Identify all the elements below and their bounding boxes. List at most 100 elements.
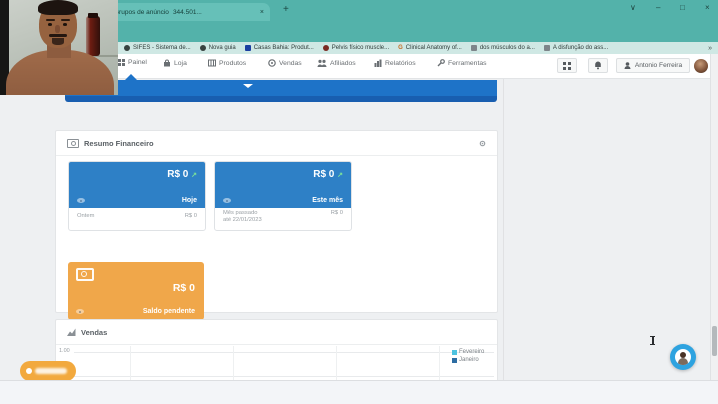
balance-value: R$ 0 [172, 282, 195, 294]
person-nose [55, 25, 60, 33]
gridline [74, 376, 494, 377]
bookmark-item[interactable]: Pelvis físico muscle... [322, 45, 390, 51]
bookmark-item[interactable]: SIFES - Sistema de... [124, 45, 191, 51]
balance-label: Saldo pendente [142, 308, 195, 315]
bookmark-item[interactable]: G Clinical Anatomy of... [398, 45, 462, 51]
nav-item-loja[interactable]: Loja [163, 59, 187, 67]
mouse-cursor [650, 336, 655, 345]
bottle [86, 16, 100, 56]
tab-count: 344.501... [172, 8, 202, 16]
legend-swatch-janeiro [452, 357, 457, 363]
stat-value: R$ 0 [167, 169, 189, 180]
chat-widget-button[interactable] [20, 361, 76, 381]
bookmark-label: Pelvis físico muscle... [331, 45, 390, 51]
financial-summary-header: Resumo Financeiro [56, 131, 497, 156]
maximize-button[interactable]: □ [680, 3, 685, 12]
gridline [74, 352, 494, 353]
nav-item-produtos[interactable]: Produtos [208, 59, 246, 67]
stat-footer-left: Ontem [77, 213, 95, 219]
tab-close-icon[interactable]: × [259, 8, 264, 16]
bookmarks-overflow-icon[interactable]: » [708, 44, 712, 52]
person-brow [61, 19, 70, 21]
bookmarks-bar: SIFES - Sistema de... Nova guia Casas Ba… [0, 42, 718, 54]
person-goatee [52, 38, 64, 45]
banknote-icon [76, 268, 94, 281]
bottle-cap [88, 13, 98, 18]
bookmark-item[interactable]: Nova guia [199, 45, 236, 51]
bookmark-label: Clinical Anatomy of... [405, 45, 462, 51]
new-tab-button[interactable]: + [283, 4, 289, 15]
sales-panel: Vendas 1.00 Fevereiro Janeiro [55, 319, 498, 384]
nav-label: Painel [128, 59, 147, 66]
stat-footer: Ontem R$ 0 [69, 208, 205, 228]
panel-title: Resumo Financeiro [84, 138, 154, 148]
stat-footer-left: Mês passado [223, 210, 258, 216]
site-nav: Painel Loja Produtos Vendas Afiliados Re… [0, 54, 718, 79]
sales-chart: 1.00 Fevereiro Janeiro [56, 344, 497, 384]
eye-icon[interactable] [76, 309, 84, 314]
bookmark-item[interactable]: Casas Bahia: Produt... [244, 45, 314, 51]
nav-label: Ferramentas [448, 59, 487, 67]
apps-grid-button[interactable] [557, 58, 577, 73]
panel-options-icon[interactable] [479, 140, 486, 147]
nav-item-vendas[interactable]: Vendas [268, 59, 302, 67]
nav-item-relatorios[interactable]: Relatórios [374, 59, 416, 67]
shop-bag-icon [164, 59, 170, 67]
gridline [233, 346, 234, 384]
wrench-icon [437, 59, 445, 67]
user-menu-button[interactable]: Antonio Ferreira [616, 58, 690, 73]
bell-icon [595, 61, 601, 70]
person-eye [48, 23, 52, 26]
notifications-button[interactable] [588, 58, 608, 73]
coin-icon [268, 59, 276, 67]
chart-legend: Fevereiro Janeiro [452, 349, 484, 363]
banner-pointer [125, 74, 137, 80]
notification-banner-edge [65, 96, 497, 102]
user-name: Antonio Ferreira [634, 62, 683, 69]
eye-icon[interactable] [77, 198, 85, 203]
notification-banner[interactable] [65, 80, 497, 96]
tab-search-chevron-icon[interactable]: ∨ [630, 3, 636, 12]
trend-up-icon: ↗ [191, 172, 197, 179]
banknote-icon [67, 138, 79, 148]
nav-label: Afiliados [330, 59, 356, 67]
scrollbar-thumb[interactable] [712, 326, 717, 356]
financial-summary-panel: Resumo Financeiro R$ 0 ↗ Hoje Ontem R$ 0… [55, 130, 498, 404]
support-avatar [675, 349, 691, 365]
stat-card-hoje: R$ 0 ↗ Hoje Ontem R$ 0 [68, 161, 206, 231]
chat-dot-icon [26, 368, 32, 374]
bookmark-item[interactable]: dos músculos do a... [470, 45, 535, 51]
bookmark-label: Nova guia [208, 45, 236, 51]
scrollbar-track[interactable] [710, 54, 718, 380]
gridline [336, 346, 337, 384]
browser-tab[interactable]: Grupos de anúncio 344.501... × [98, 3, 270, 21]
area-chart-icon [67, 328, 76, 336]
bookmark-favicon-icon [244, 45, 251, 51]
tab-title: Grupos de anúncio [114, 8, 169, 16]
dashboard-icon [118, 59, 125, 66]
legend-label[interactable]: Fevereiro [459, 349, 485, 355]
user-avatar[interactable] [694, 59, 708, 73]
stat-footer-left2: até 22/01/2023 [223, 217, 262, 223]
trend-up-icon: ↗ [337, 172, 343, 179]
collapse-chevron-icon[interactable] [243, 84, 253, 88]
stat-footer-right: R$ 0 [184, 213, 197, 219]
bookmark-label: Casas Bahia: Produt... [253, 45, 314, 51]
nav-label: Vendas [279, 59, 302, 67]
legend-swatch-fevereiro [452, 349, 457, 355]
panel-title: Vendas [81, 327, 108, 337]
person-mustache [49, 34, 67, 37]
legend-label[interactable]: Janeiro [459, 357, 479, 363]
bookmark-label: SIFES - Sistema de... [133, 45, 191, 51]
close-window-button[interactable]: × [705, 3, 710, 12]
bookmark-favicon-icon [124, 45, 130, 51]
nav-item-ferramentas[interactable]: Ferramentas [437, 59, 487, 67]
support-fab-button[interactable] [670, 344, 696, 370]
minimize-button[interactable]: – [656, 3, 661, 12]
nav-item-painel[interactable]: Painel [118, 59, 147, 66]
nav-item-afiliados[interactable]: Afiliados [317, 59, 356, 67]
eye-icon[interactable] [223, 198, 231, 203]
bookmark-favicon-icon [543, 45, 550, 51]
shelf-line [84, 55, 118, 57]
bookmark-item[interactable]: A disfunção do ass... [543, 45, 608, 51]
